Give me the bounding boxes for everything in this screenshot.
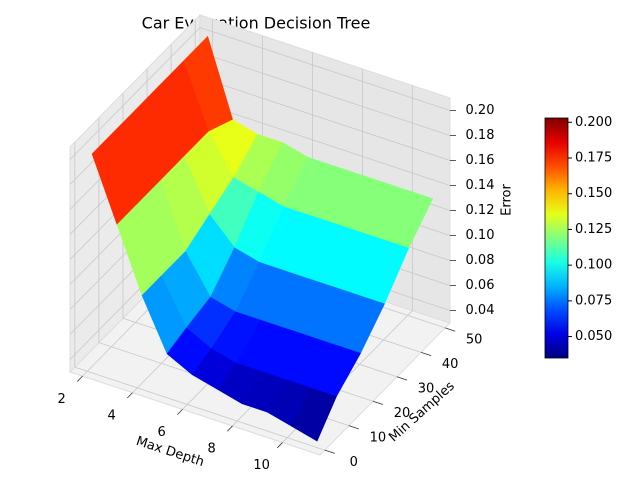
- z-tick-label: 0.08: [466, 253, 495, 268]
- surface-patch: [291, 387, 337, 442]
- tick-mark: [445, 327, 456, 332]
- z-axis-title: Error: [500, 184, 515, 216]
- colorbar-tick-label: 0.050: [575, 329, 612, 344]
- grid-line: [199, 77, 451, 161]
- grid-line: [69, 27, 201, 160]
- tick-mark: [348, 425, 360, 430]
- x-tick-label: 10: [253, 458, 270, 473]
- x-axis-title: Max Depth: [134, 434, 206, 470]
- tick-mark: [127, 392, 133, 399]
- tick-mark: [420, 351, 432, 357]
- z-tick-label: 0.04: [466, 303, 495, 318]
- z-tick-label: 0.06: [466, 278, 495, 293]
- chart-title: Car Evaluation Decision Tree: [142, 14, 371, 33]
- tick-mark: [227, 425, 233, 432]
- y-tick-label: 20: [394, 406, 411, 421]
- tick-mark: [177, 409, 183, 415]
- grid-line: [74, 366, 325, 451]
- colorbar-tick-label: 0.200: [575, 115, 612, 130]
- tick-mark: [277, 442, 283, 449]
- z-tick-label: 0.20: [466, 103, 495, 118]
- z-tick-label: 0.18: [466, 128, 495, 143]
- x-tick-label: 6: [157, 425, 165, 440]
- colorbar-tick-label: 0.100: [575, 258, 612, 273]
- tick-mark: [77, 375, 83, 382]
- z-tick-label: 0.16: [466, 153, 495, 168]
- tick-mark: [324, 449, 335, 454]
- colorbar-tick-label: 0.175: [575, 151, 612, 166]
- grid-line: [199, 102, 451, 186]
- x-tick-label: 4: [107, 408, 115, 423]
- x-tick-label: 2: [57, 392, 65, 407]
- y-tick-label: 10: [370, 430, 387, 445]
- y-tick-label: 30: [418, 382, 435, 397]
- x-tick-label: 8: [207, 442, 215, 457]
- y-tick-label: 40: [442, 357, 459, 372]
- colorbar: [544, 117, 569, 359]
- colorbar-tick-label: 0.075: [575, 293, 612, 308]
- grid-line: [199, 27, 451, 111]
- colorbar-tick-label: 0.125: [575, 222, 612, 237]
- y-tick-label: 50: [466, 333, 483, 348]
- z-tick-label: 0.14: [466, 178, 495, 193]
- y-tick-label: 0: [350, 455, 358, 470]
- z-tick-label: 0.10: [466, 228, 495, 243]
- z-tick-label: 0.12: [466, 203, 495, 218]
- grid-line: [199, 52, 451, 136]
- tick-mark: [372, 400, 384, 405]
- colorbar-tick-label: 0.150: [575, 186, 612, 201]
- tick-mark: [396, 376, 408, 381]
